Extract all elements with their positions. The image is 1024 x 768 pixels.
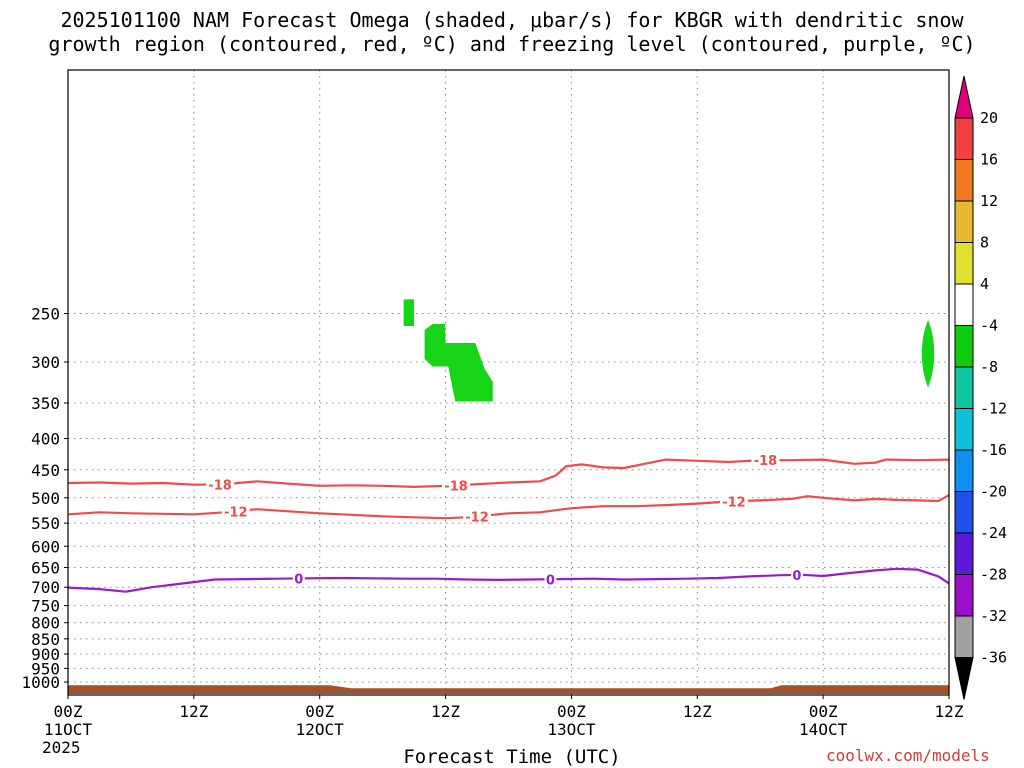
x-tick-label-36-1: 12Z bbox=[431, 702, 460, 721]
contour-label-bg-zero-2 bbox=[544, 571, 557, 586]
plot-frame bbox=[67, 69, 950, 696]
colorbar-box-1 bbox=[954, 117, 974, 160]
colorbar-label-4: 4 bbox=[980, 275, 989, 293]
contour-label-bg-minus12-3 bbox=[719, 493, 748, 508]
colorbar-label-9: -20 bbox=[980, 483, 1007, 501]
y-tick-label-700: 700 bbox=[31, 578, 60, 597]
colorbar-label-12: -32 bbox=[980, 607, 1007, 625]
x-tick-label-84-1: 12Z bbox=[935, 702, 964, 721]
colorbar-box-5 bbox=[954, 283, 974, 326]
y-tick-label-900: 900 bbox=[31, 645, 60, 664]
colorbar-label-3: 8 bbox=[980, 234, 989, 252]
colorbar-box-3 bbox=[954, 200, 974, 243]
x-tick-label-24-2: 12OCT bbox=[296, 720, 345, 739]
contour-label-minus18-1: -18 bbox=[208, 478, 232, 493]
omega-shade-region-3 bbox=[921, 319, 935, 388]
colorbar-label-1: 16 bbox=[980, 151, 998, 169]
colorbar-label-8: -16 bbox=[980, 441, 1007, 459]
y-axis: 2503003504004505005506006507007508008509… bbox=[21, 305, 68, 692]
colorbar-bottom-arrow bbox=[954, 657, 974, 700]
colorbar-box-11 bbox=[954, 532, 974, 575]
y-tick-label-800: 800 bbox=[31, 614, 60, 633]
y-tick-label-600: 600 bbox=[31, 537, 60, 556]
contour-label-bg-minus18-1 bbox=[206, 476, 235, 491]
contour-label-minus18-3: -18 bbox=[754, 454, 778, 469]
omega-shade-region-2 bbox=[424, 323, 493, 402]
contour-minus18 bbox=[67, 458, 950, 488]
contour-label-zero-2: 0 bbox=[546, 573, 555, 588]
colorbar: 20 16 12 8 4 -4 -8 -12 -16 -20 -24 -28 -32 -36 bbox=[954, 75, 1007, 700]
x-tick-label-72-1: 00Z bbox=[809, 702, 838, 721]
y-tick-label-750: 750 bbox=[31, 597, 60, 616]
contour-label-bg-zero-1 bbox=[292, 570, 305, 585]
colorbar-box-8 bbox=[954, 408, 974, 451]
y-tick-label-1000: 1000 bbox=[21, 673, 60, 692]
contour-label-minus12-1: -12 bbox=[224, 505, 248, 520]
colorbar-label-0: 20 bbox=[980, 109, 998, 127]
colorbar-box-4 bbox=[954, 242, 974, 285]
contour-label-bg-minus18-2 bbox=[442, 477, 471, 492]
colorbar-box-2 bbox=[954, 159, 974, 202]
y-tick-label-950: 950 bbox=[31, 659, 60, 678]
y-tick-label-300: 300 bbox=[31, 353, 60, 372]
colorbar-box-6 bbox=[954, 325, 974, 368]
chart-title-line-1: 2025101100 NAM Forecast Omega (shaded, μ… bbox=[60, 8, 964, 32]
colorbar-label-5: -4 bbox=[980, 317, 998, 335]
plot-background bbox=[68, 70, 949, 695]
colorbar-box-9 bbox=[954, 449, 974, 492]
y-tick-label-850: 850 bbox=[31, 630, 60, 649]
colorbar-label-10: -24 bbox=[980, 524, 1007, 542]
x-tick-label-0-2: 11OCT bbox=[44, 720, 93, 739]
x-tick-label-48-1: 00Z bbox=[557, 702, 586, 721]
y-tick-label-450: 450 bbox=[31, 461, 60, 480]
x-tick-label-0-3: 2025 bbox=[42, 738, 81, 757]
x-tick-label-72-2: 14OCT bbox=[799, 720, 848, 739]
contour-label-bg-minus12-1 bbox=[221, 503, 250, 518]
colorbar-label-11: -28 bbox=[980, 566, 1007, 584]
colorbar-label-2: 12 bbox=[980, 192, 998, 210]
x-axis-title: Forecast Time (UTC) bbox=[403, 746, 621, 768]
contour-label-zero-3: 0 bbox=[792, 569, 801, 584]
contour-label-minus12-3: -12 bbox=[722, 495, 746, 510]
omega-shade-region-1 bbox=[403, 299, 415, 327]
colorbar-box-7 bbox=[954, 366, 974, 409]
y-tick-label-250: 250 bbox=[31, 305, 60, 324]
y-tick-label-650: 650 bbox=[31, 559, 60, 578]
y-tick-label-500: 500 bbox=[31, 489, 60, 508]
contour-label-bg-minus18-3 bbox=[751, 452, 780, 467]
colorbar-label-7: -12 bbox=[980, 400, 1007, 418]
y-tick-label-400: 400 bbox=[31, 429, 60, 448]
y-tick-label-350: 350 bbox=[31, 394, 60, 413]
contour-label-minus12-2: -12 bbox=[465, 510, 489, 525]
contour-lines: -18 -18 -18 -12 -12 -12 0 0 0 bbox=[67, 452, 950, 593]
grid-lines bbox=[68, 70, 949, 695]
colorbar-box-12 bbox=[954, 574, 974, 617]
x-tick-label-12-1: 12Z bbox=[179, 702, 208, 721]
omega-shaded-regions bbox=[403, 299, 935, 402]
colorbar-box-10 bbox=[954, 491, 974, 534]
ground-below-surface bbox=[68, 685, 949, 694]
chart-title-line-2: growth region (contoured, red, ºC) and f… bbox=[48, 32, 976, 56]
y-tick-label-550: 550 bbox=[31, 514, 60, 533]
contour-label-bg-zero-3 bbox=[790, 566, 803, 581]
contour-label-zero-1: 0 bbox=[294, 572, 303, 587]
colorbar-box-13 bbox=[954, 615, 974, 658]
credit-link[interactable]: coolwx.com/models bbox=[826, 746, 990, 765]
x-tick-label-48-2: 13OCT bbox=[547, 720, 596, 739]
contour-label-bg-minus12-2 bbox=[463, 508, 492, 523]
x-tick-label-0-1: 00Z bbox=[54, 702, 83, 721]
colorbar-label-13: -36 bbox=[980, 649, 1007, 667]
x-tick-label-60-1: 12Z bbox=[683, 702, 712, 721]
colorbar-label-6: -8 bbox=[980, 358, 998, 376]
x-tick-label-24-1: 00Z bbox=[305, 702, 334, 721]
colorbar-top-arrow bbox=[954, 75, 974, 119]
contour-label-minus18-2: -18 bbox=[444, 479, 468, 494]
